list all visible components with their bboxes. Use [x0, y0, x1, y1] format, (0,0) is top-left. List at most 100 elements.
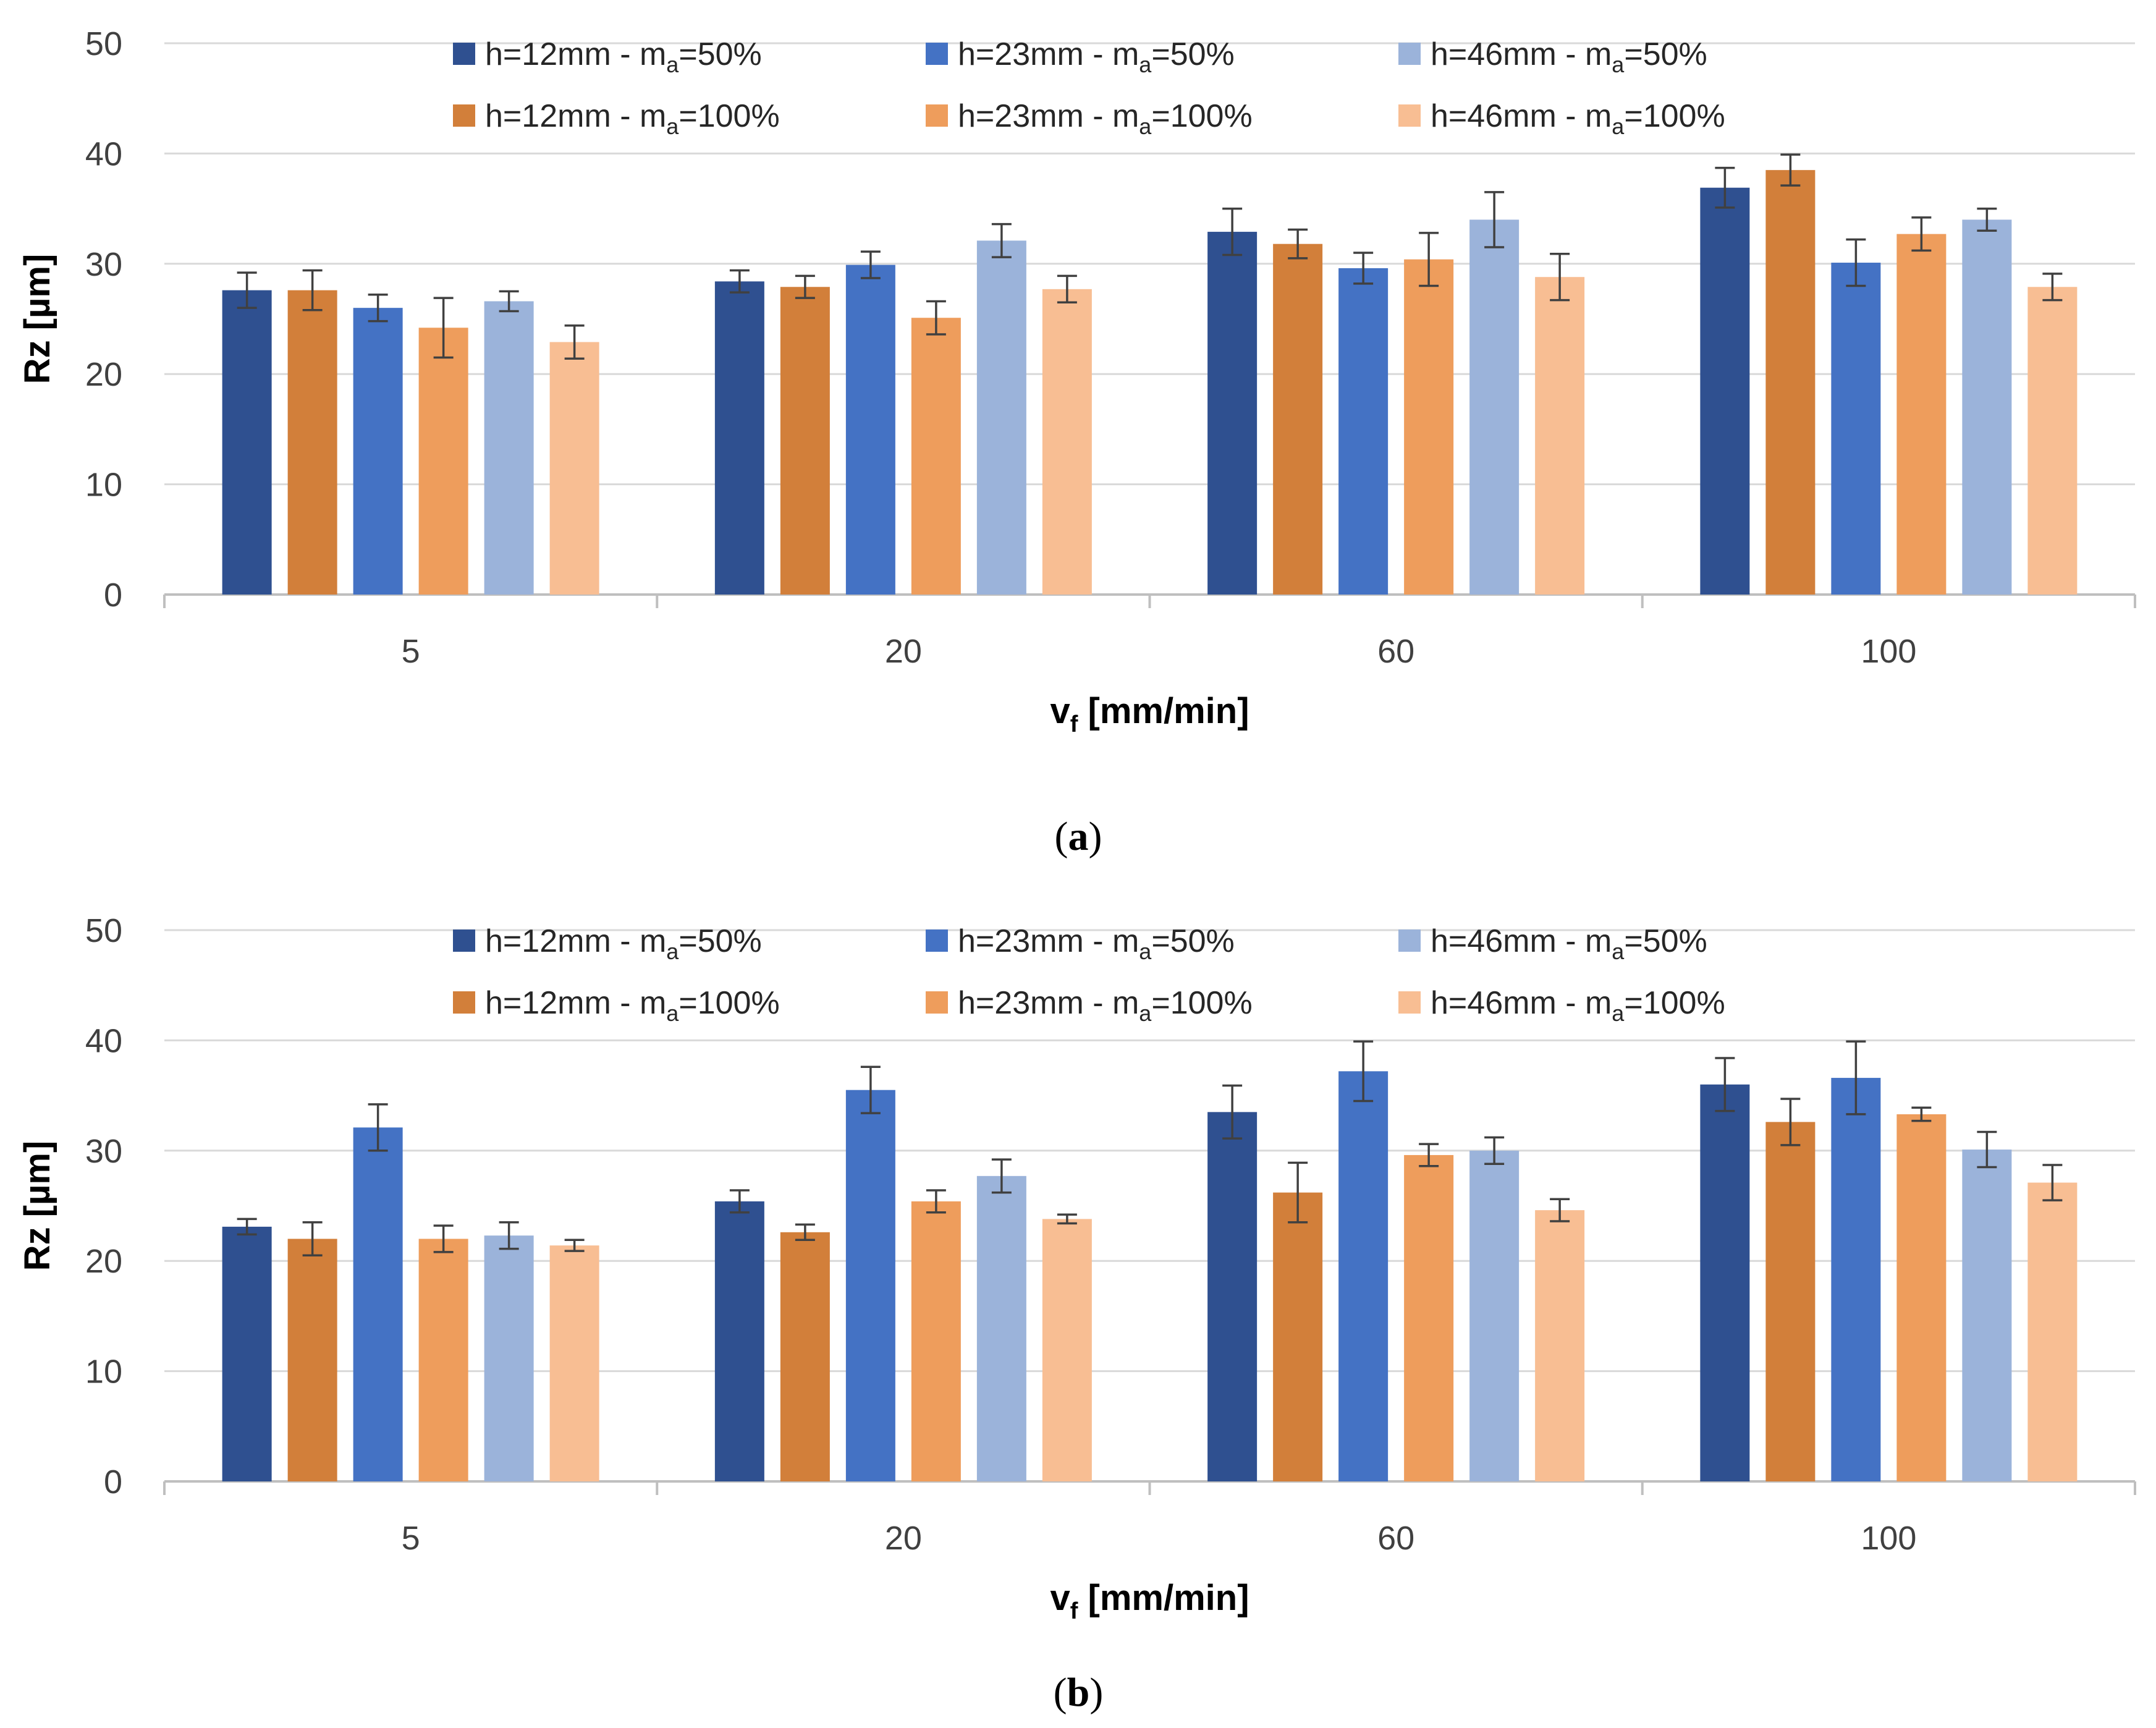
bar	[1273, 244, 1323, 595]
caption-letter: b	[1067, 1670, 1090, 1715]
bar	[353, 1127, 403, 1481]
legend-label: h=46mm - ma=100%	[1431, 98, 1725, 139]
bar	[1273, 1192, 1323, 1481]
legend-swatch	[453, 104, 475, 127]
panel-caption: (a)	[1055, 814, 1102, 859]
legend-label-sub: a	[1139, 1001, 1152, 1026]
legend-label-post: =50%	[679, 36, 761, 72]
legend-label: h=12mm - ma=100%	[485, 98, 780, 139]
bar	[845, 265, 895, 595]
y-axis-title: Rz [µm]	[17, 1141, 57, 1271]
legend-label: h=12mm - ma=100%	[485, 985, 780, 1026]
bar	[1404, 1154, 1454, 1481]
bar	[1469, 1150, 1520, 1481]
legend-entry: h=46mm - ma=100%	[1398, 98, 1725, 139]
caption-letter: a	[1068, 814, 1089, 859]
bar	[418, 328, 468, 595]
chart-panel-b: 0 10 20 30 40 50 5 20 60 100 vf [mm/min] Rz [µm] h=1…	[17, 912, 2136, 1715]
x-axis-title-main: v	[1050, 691, 1070, 731]
legend-label-pre: h=46mm - m	[1431, 36, 1612, 72]
legend-label-sub: a	[1612, 1001, 1625, 1026]
bar	[222, 290, 272, 595]
legend-label-post: =100%	[1624, 98, 1725, 134]
bar	[222, 1226, 272, 1481]
legend-label-pre: h=23mm - m	[958, 98, 1139, 134]
y-tick-label: 10	[85, 467, 122, 504]
bar	[1042, 1219, 1092, 1481]
legend-label-pre: h=23mm - m	[958, 985, 1139, 1021]
y-axis-title: Rz [µm]	[17, 254, 57, 384]
y-tick-label: 40	[85, 135, 122, 172]
bar	[976, 240, 1026, 595]
bar	[2027, 1182, 2078, 1481]
bar	[353, 308, 403, 595]
legend-entry: h=46mm - ma=100%	[1398, 985, 1725, 1026]
x-axis-title-rest: [mm/min]	[1078, 1578, 1249, 1618]
legend-swatch	[926, 43, 948, 65]
y-tick-label: 50	[85, 912, 122, 949]
legend-swatch	[926, 930, 948, 952]
legend-label-pre: h=23mm - m	[958, 36, 1139, 72]
bar	[287, 290, 337, 595]
legend-entry: h=12mm - ma=100%	[453, 98, 780, 139]
legend-swatch	[1398, 43, 1421, 65]
legend-label-post: =100%	[1624, 985, 1725, 1021]
y-tick-label: 30	[85, 246, 122, 283]
x-tick-label: 100	[1861, 1520, 1916, 1557]
bar	[911, 1201, 961, 1481]
y-tick-label: 0	[104, 577, 122, 614]
bar	[1765, 1122, 1816, 1481]
y-tick-label: 40	[85, 1022, 122, 1059]
legend-entry: h=12mm - ma=50%	[453, 36, 762, 77]
y-tick-label: 50	[85, 25, 122, 62]
legend-label-sub: a	[666, 52, 679, 77]
x-tick-label: 5	[402, 1520, 420, 1557]
legend-label-sub: a	[1612, 52, 1625, 77]
legend-label-post: =50%	[679, 923, 761, 959]
legend-label-post: =50%	[1151, 36, 1234, 72]
legend-label: h=23mm - ma=100%	[958, 985, 1253, 1026]
legend-label: h=46mm - ma=100%	[1431, 985, 1725, 1026]
legend-label-post: =100%	[679, 98, 779, 134]
legend-entry: h=46mm - ma=50%	[1398, 923, 1707, 964]
legend-label-pre: h=46mm - m	[1431, 98, 1612, 134]
bar	[1962, 1150, 2012, 1481]
bar	[714, 1201, 764, 1481]
x-tick-label: 60	[1377, 1520, 1414, 1557]
legend-label-pre: h=12mm - m	[485, 923, 666, 959]
legend-swatch	[926, 104, 948, 127]
legend-label: h=12mm - ma=50%	[485, 36, 762, 77]
caption-close: )	[1089, 814, 1102, 859]
bar	[1962, 219, 2012, 595]
bar	[1896, 234, 1947, 595]
legend-swatch	[1398, 930, 1421, 952]
x-axis-title-sub: f	[1070, 1598, 1078, 1624]
x-axis-title: vf [mm/min]	[1050, 691, 1249, 737]
x-tick-label: 60	[1377, 633, 1414, 670]
bar	[2027, 287, 2078, 595]
y-tick-label: 20	[85, 356, 122, 393]
legend-label-pre: h=23mm - m	[958, 923, 1139, 959]
legend-label: h=23mm - ma=50%	[958, 923, 1235, 964]
legend-label-pre: h=12mm - m	[485, 36, 666, 72]
legend-label: h=12mm - ma=50%	[485, 923, 762, 964]
x-axis-title: vf [mm/min]	[1050, 1578, 1249, 1624]
bar	[1700, 187, 1750, 595]
legend-swatch	[453, 43, 475, 65]
x-axis-title-main: v	[1050, 1578, 1070, 1618]
x-tick-label: 20	[885, 633, 922, 670]
bar	[1404, 259, 1454, 595]
bar	[484, 301, 534, 595]
bar	[1207, 232, 1258, 595]
legend-label-sub: a	[1139, 114, 1152, 139]
legend-label-post: =50%	[1624, 36, 1707, 72]
y-tick-label: 0	[104, 1463, 122, 1501]
legend-entry: h=23mm - ma=50%	[926, 36, 1235, 77]
legend-label-pre: h=46mm - m	[1431, 923, 1612, 959]
legend-entry: h=46mm - ma=50%	[1398, 36, 1707, 77]
bar	[1042, 289, 1092, 595]
bar	[1765, 170, 1816, 595]
bar	[1831, 263, 1881, 595]
bar	[780, 287, 830, 595]
legend-entry: h=23mm - ma=100%	[926, 985, 1253, 1026]
